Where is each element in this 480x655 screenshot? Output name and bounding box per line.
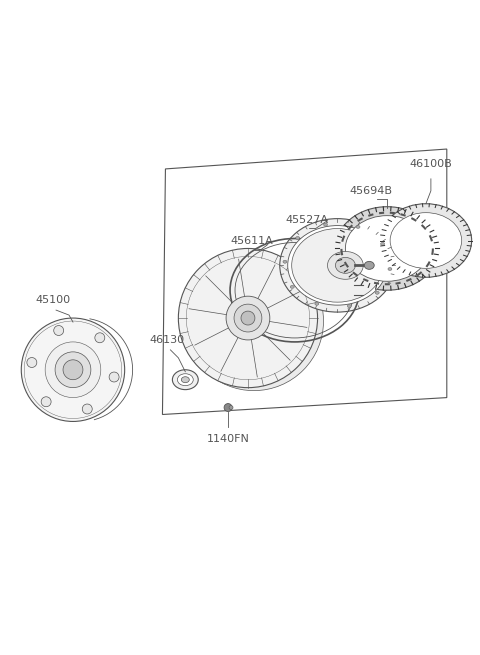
Ellipse shape	[324, 223, 327, 226]
Ellipse shape	[292, 229, 383, 302]
Ellipse shape	[356, 225, 360, 229]
Ellipse shape	[45, 342, 101, 398]
Text: 45100: 45100	[36, 295, 71, 305]
Ellipse shape	[390, 213, 462, 269]
Ellipse shape	[172, 370, 198, 390]
Ellipse shape	[327, 252, 363, 279]
Ellipse shape	[336, 257, 355, 273]
Ellipse shape	[226, 296, 270, 340]
Ellipse shape	[241, 311, 255, 325]
Ellipse shape	[290, 286, 294, 288]
Ellipse shape	[54, 326, 64, 335]
Text: 45611A: 45611A	[230, 236, 273, 246]
Ellipse shape	[224, 403, 232, 411]
Ellipse shape	[381, 242, 384, 246]
Ellipse shape	[63, 360, 83, 380]
Text: 1140FN: 1140FN	[206, 434, 250, 444]
Ellipse shape	[184, 252, 324, 390]
Text: 45694B: 45694B	[350, 186, 393, 196]
Ellipse shape	[55, 352, 91, 388]
Ellipse shape	[21, 318, 125, 421]
Ellipse shape	[346, 215, 429, 281]
Ellipse shape	[178, 374, 193, 386]
Ellipse shape	[296, 236, 300, 240]
Ellipse shape	[288, 225, 387, 305]
Ellipse shape	[229, 405, 233, 409]
Ellipse shape	[280, 219, 395, 312]
Ellipse shape	[364, 261, 374, 269]
Ellipse shape	[348, 305, 351, 308]
Ellipse shape	[380, 204, 472, 277]
Ellipse shape	[109, 372, 119, 382]
Ellipse shape	[388, 267, 392, 271]
Ellipse shape	[179, 248, 318, 388]
Ellipse shape	[41, 397, 51, 407]
Ellipse shape	[181, 377, 189, 383]
Text: 46130: 46130	[150, 335, 185, 345]
Ellipse shape	[336, 207, 439, 290]
Ellipse shape	[375, 291, 379, 294]
Text: 45527A: 45527A	[285, 215, 328, 225]
Ellipse shape	[95, 333, 105, 343]
Ellipse shape	[27, 358, 37, 367]
Ellipse shape	[82, 404, 92, 414]
Ellipse shape	[234, 304, 262, 332]
Ellipse shape	[283, 260, 287, 263]
Ellipse shape	[315, 303, 319, 305]
Text: 46100B: 46100B	[409, 159, 452, 169]
